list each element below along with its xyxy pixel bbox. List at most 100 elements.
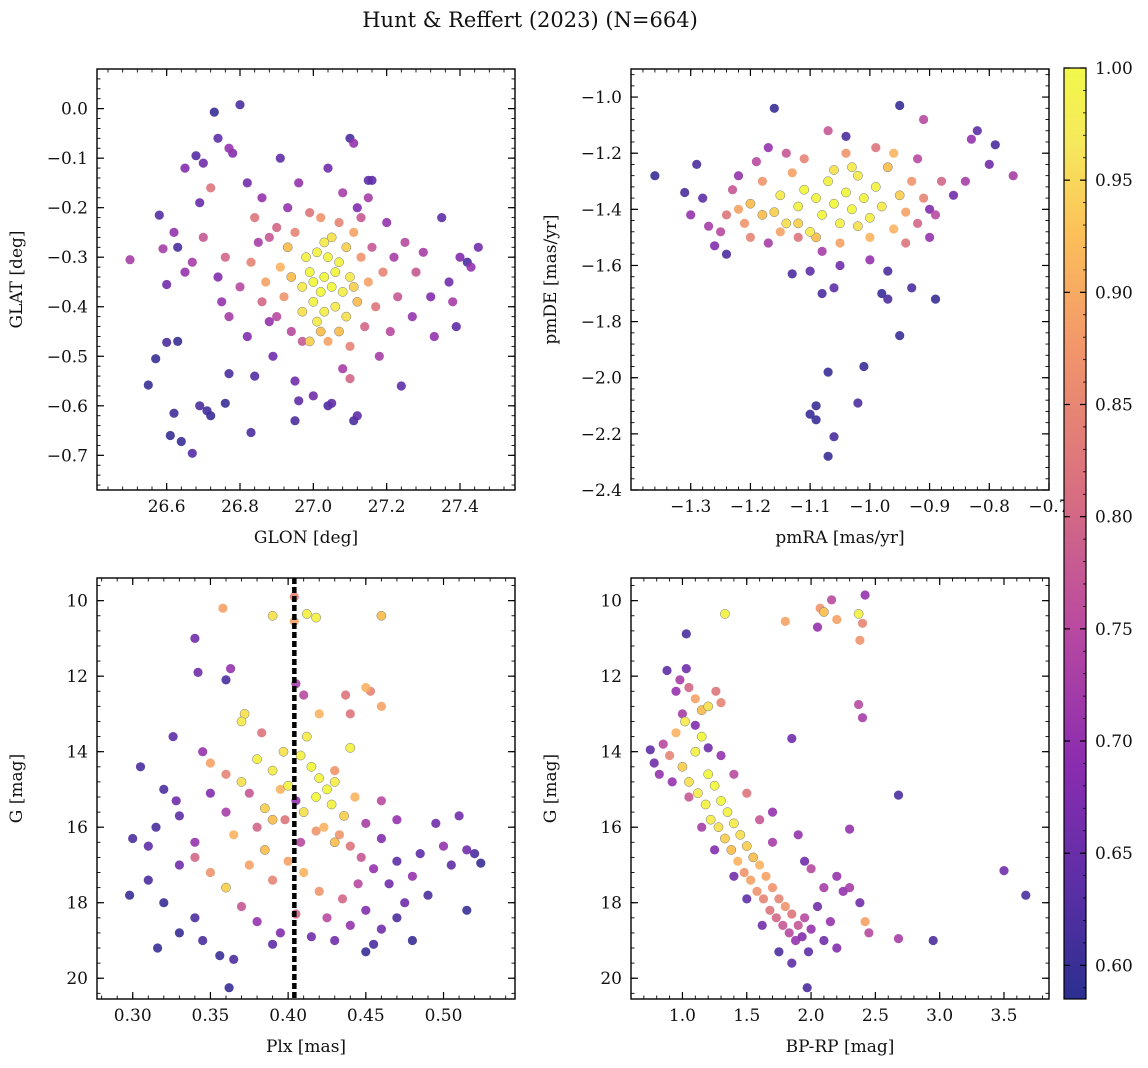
cmd-point xyxy=(742,894,752,904)
pm-point xyxy=(805,409,815,419)
colorbar-tick-label: 0.85 xyxy=(1095,396,1133,416)
cmd-point xyxy=(855,898,865,908)
plx-point xyxy=(462,905,472,915)
cmd-point xyxy=(684,682,694,693)
sky-point xyxy=(319,306,330,317)
sky-point xyxy=(396,381,406,391)
sky-point xyxy=(165,430,175,441)
cmd-point xyxy=(696,731,707,742)
cmd-point xyxy=(802,983,812,993)
pm-point xyxy=(984,159,994,169)
plx-point xyxy=(384,879,394,889)
y-tick-label: −1.4 xyxy=(581,200,622,220)
pm-point xyxy=(907,176,917,186)
cmd-point xyxy=(703,701,714,712)
cmd-point xyxy=(733,856,743,866)
sky-point xyxy=(286,272,297,282)
plx-point xyxy=(190,633,200,644)
cmd-point xyxy=(690,720,700,730)
colorbar-tick-label: 0.60 xyxy=(1095,956,1133,976)
plx-point xyxy=(221,882,231,893)
cmd-point xyxy=(700,799,711,810)
sky-point xyxy=(275,262,285,272)
pm-point xyxy=(907,283,917,293)
plx-point xyxy=(171,796,181,806)
plx-point xyxy=(218,603,228,613)
cmd-point xyxy=(729,818,739,829)
plx-point xyxy=(345,743,356,753)
cmd-point xyxy=(806,924,816,934)
cmd-point xyxy=(748,852,759,863)
sky-point xyxy=(294,178,304,188)
plx-point xyxy=(198,935,208,946)
sky-point xyxy=(162,279,172,290)
plx-point xyxy=(151,822,161,832)
pm-point xyxy=(960,176,971,186)
plx-xlabel: Plx [mas] xyxy=(266,1037,346,1057)
sky-xlabel: GLON [deg] xyxy=(254,528,358,548)
sky-point xyxy=(180,267,190,277)
plx-point xyxy=(259,803,270,814)
plx-point xyxy=(153,943,163,953)
plx-point xyxy=(190,852,200,863)
pm-point xyxy=(882,162,893,173)
plx-point xyxy=(345,920,355,931)
pm-point xyxy=(680,187,690,198)
x-tick-label: −0.9 xyxy=(909,497,950,517)
plx-ylabel: G [mag] xyxy=(7,754,27,823)
sky-point xyxy=(334,217,344,228)
plx-point xyxy=(376,610,387,621)
sky-point xyxy=(290,376,300,386)
pm-point xyxy=(793,218,804,229)
cmd-point xyxy=(806,864,816,874)
y-tick-label: −0.6 xyxy=(47,397,88,417)
plx-point xyxy=(376,833,386,844)
sky-point xyxy=(198,232,208,242)
y-tick-label: −0.4 xyxy=(47,298,88,318)
plx-point xyxy=(268,875,278,885)
sky-point xyxy=(242,331,252,342)
plx-point xyxy=(244,788,254,798)
plx-points xyxy=(125,592,486,993)
plx-point xyxy=(296,837,306,847)
plx-point xyxy=(314,773,325,783)
pm-point xyxy=(847,204,857,215)
plx-point xyxy=(330,935,340,946)
cmd-point xyxy=(771,913,781,923)
plx-point xyxy=(236,901,247,912)
plx-point xyxy=(361,682,371,693)
sky-point xyxy=(323,163,333,173)
sky-point xyxy=(426,292,436,302)
plx-point xyxy=(476,858,486,868)
plx-point xyxy=(311,826,321,836)
cmd-point xyxy=(729,871,739,881)
sky-point xyxy=(378,267,388,277)
sky-point xyxy=(338,188,348,198)
sky-point xyxy=(246,427,256,438)
sky-point xyxy=(209,107,219,117)
plx-point xyxy=(345,709,355,719)
pm-point xyxy=(805,226,815,237)
figure-title: Hunt & Reffert (2023) (N=664) xyxy=(362,8,698,32)
pm-point xyxy=(925,232,935,242)
cmd-point xyxy=(681,629,691,639)
pm-point xyxy=(763,238,773,248)
cmd-point xyxy=(705,814,716,825)
x-tick-label: 1.5 xyxy=(733,1006,760,1026)
sky-point xyxy=(286,326,296,337)
plx-point xyxy=(329,837,340,848)
sky-point xyxy=(316,213,326,223)
x-tick-label: −0.8 xyxy=(969,497,1010,517)
pm-point xyxy=(901,238,911,248)
pm-point xyxy=(799,154,809,164)
x-tick-label: 0.30 xyxy=(114,1006,152,1026)
x-tick-label: −1.2 xyxy=(730,497,771,517)
cmd-point xyxy=(703,743,713,753)
plx-point xyxy=(334,830,344,840)
cmd-point xyxy=(746,875,756,885)
sky-point xyxy=(217,297,227,307)
plx-point xyxy=(259,845,270,855)
plx-point xyxy=(376,701,386,712)
sky-point xyxy=(301,252,311,263)
sky-point xyxy=(315,287,326,297)
